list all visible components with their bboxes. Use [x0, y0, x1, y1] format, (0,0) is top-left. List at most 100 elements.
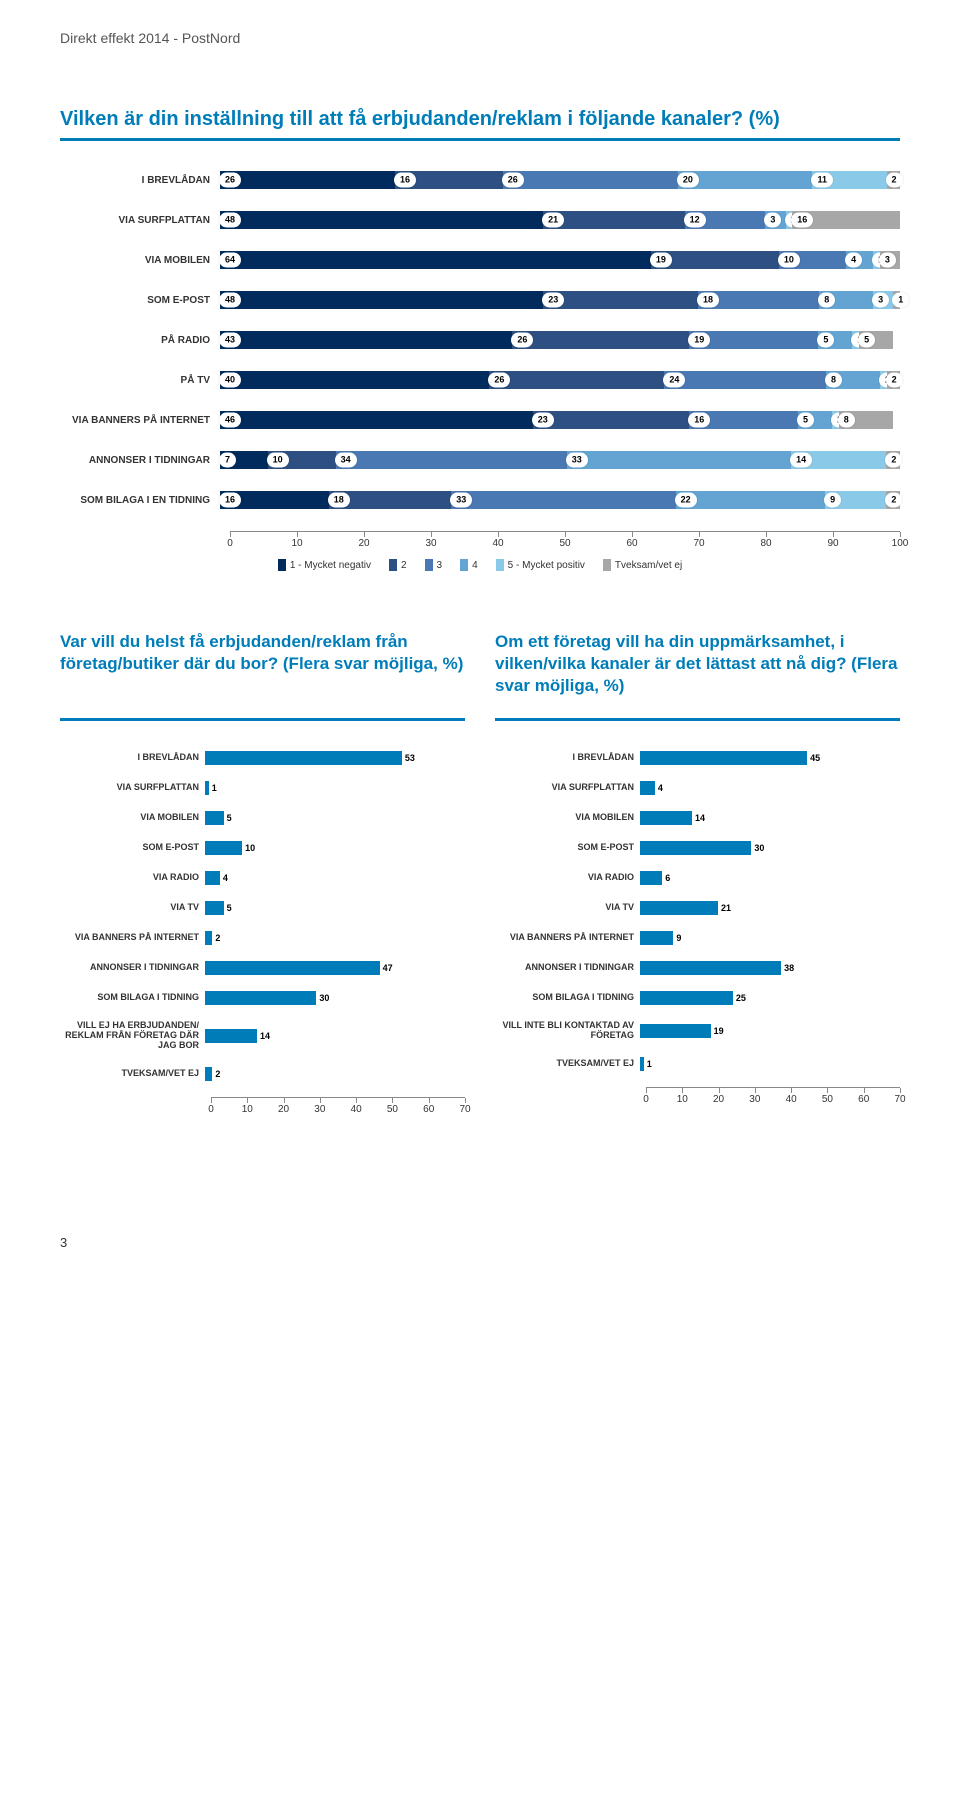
bar-track: 4	[205, 871, 465, 885]
hbar-row: VIA SURFPLATTAN4	[495, 781, 900, 795]
bar-value: 5	[227, 903, 232, 913]
bar-segment: 16	[792, 211, 900, 229]
tick-label: 100	[892, 538, 909, 549]
bar: 5	[205, 901, 224, 915]
segment-value: 10	[778, 253, 800, 268]
row-label: VIA BANNERS PÅ INTERNET	[60, 933, 205, 943]
bar-track: 30	[205, 991, 465, 1005]
segment-value: 8	[825, 373, 842, 388]
hbar-row: VIA SURFPLATTAN1	[60, 781, 465, 795]
tick-label: 20	[358, 538, 369, 549]
bar-value: 47	[383, 963, 393, 973]
tick-label: 50	[822, 1094, 833, 1105]
tick-label: 0	[208, 1104, 214, 1115]
legend-swatch	[389, 559, 397, 571]
bar-track: 6	[640, 871, 900, 885]
tick-label: 70	[894, 1094, 905, 1105]
hbar-row: VIA MOBILEN14	[495, 811, 900, 825]
segment-value: 5	[817, 333, 834, 348]
bar-value: 14	[260, 1031, 270, 1041]
stacked-bar: 432619515	[220, 331, 900, 349]
tick-label: 50	[387, 1104, 398, 1115]
segment-value: 26	[511, 333, 533, 348]
row-label: SOM BILAGA I TIDNING	[60, 993, 205, 1003]
segment-value: 23	[532, 413, 554, 428]
legend-swatch	[425, 559, 433, 571]
row-label: VIA RADIO	[60, 873, 205, 883]
segment-value: 64	[219, 253, 241, 268]
row-label: SOM E-POST	[60, 843, 205, 853]
row-label: ANNONSER I TIDNINGAR	[60, 455, 220, 466]
bar-segment: 22	[676, 491, 826, 509]
bar-value: 10	[245, 843, 255, 853]
bar: 2	[205, 931, 212, 945]
bar-segment: 2	[886, 491, 900, 509]
hbar-row: TVEKSAM/VET EJ1	[495, 1057, 900, 1071]
bar-segment: 7	[220, 451, 268, 469]
legend-swatch	[278, 559, 286, 571]
row-label: VIA MOBILEN	[60, 255, 220, 266]
row-label: VIA TV	[60, 903, 205, 913]
tick-label: 10	[291, 538, 302, 549]
row-label: VIA BANNERS PÅ INTERNET	[495, 933, 640, 943]
document-header: Direkt effekt 2014 - PostNord	[60, 30, 900, 46]
bar-segment: 2	[887, 371, 900, 389]
bar-segment: 26	[512, 331, 689, 349]
bar-segment: 3	[880, 251, 900, 269]
hbar-row: SOM E-POST30	[495, 841, 900, 855]
bar-track: 2	[205, 931, 465, 945]
bar-segment: 43	[220, 331, 512, 349]
tick-label: 70	[693, 538, 704, 549]
x-axis: 0102030405060708090100	[230, 531, 900, 549]
segment-value: 10	[267, 453, 289, 468]
page-number: 3	[60, 1235, 900, 1250]
tick-label: 10	[677, 1094, 688, 1105]
bar: 30	[640, 841, 751, 855]
bar-segment: 19	[651, 251, 779, 269]
bar-value: 21	[721, 903, 731, 913]
bar-track: 19	[640, 1024, 900, 1038]
bar-track: 38	[640, 961, 900, 975]
bar-value: 53	[405, 753, 415, 763]
hbar-row: VILL INTE BLI KONTAKTAD AV FÖRETAG19	[495, 1021, 900, 1041]
bar-segment: 3	[765, 211, 785, 229]
bar-segment: 14	[791, 451, 886, 469]
bar: 9	[640, 931, 673, 945]
bar: 1	[205, 781, 209, 795]
hbar-row: ANNONSER I TIDNINGAR38	[495, 961, 900, 975]
bar: 25	[640, 991, 733, 1005]
bar-track: 9	[640, 931, 900, 945]
bar-segment: 8	[826, 371, 880, 389]
bar-track: 14	[205, 1029, 465, 1043]
stacked-bar: 4821123116	[220, 211, 900, 229]
hbar-row: ANNONSER I TIDNINGAR47	[60, 961, 465, 975]
bar-segment: 16	[689, 411, 798, 429]
segment-value: 3	[879, 253, 896, 268]
bar: 14	[205, 1029, 257, 1043]
bar-segment: 18	[698, 291, 819, 309]
row-label: I BREVLÅDAN	[60, 175, 220, 186]
segment-value: 2	[885, 453, 902, 468]
hbar-row: VIA TV21	[495, 901, 900, 915]
bar: 47	[205, 961, 380, 975]
tick-label: 40	[351, 1104, 362, 1115]
segment-value: 26	[488, 373, 510, 388]
bar-track: 1	[640, 1057, 900, 1071]
stacked-row: VIA SURFPLATTAN4821123116	[60, 211, 900, 229]
hbar-row: SOM BILAGA I TIDNING25	[495, 991, 900, 1005]
segment-value: 21	[542, 213, 564, 228]
stacked-bar: 482318831	[220, 291, 900, 309]
bar-track: 14	[640, 811, 900, 825]
tick-label: 60	[626, 538, 637, 549]
row-label: PÅ TV	[60, 375, 220, 386]
row-label: SOM BILAGA I EN TIDNING	[60, 495, 220, 506]
bar-segment: 2	[887, 171, 900, 189]
tick-label: 50	[559, 538, 570, 549]
stacked-bar: 462316518	[220, 411, 900, 429]
bar-segment: 11	[812, 171, 886, 189]
legend-label: 3	[437, 560, 443, 571]
bar-segment: 46	[220, 411, 533, 429]
tick-label: 20	[713, 1094, 724, 1105]
bar-track: 10	[205, 841, 465, 855]
bar-segment: 16	[395, 171, 503, 189]
